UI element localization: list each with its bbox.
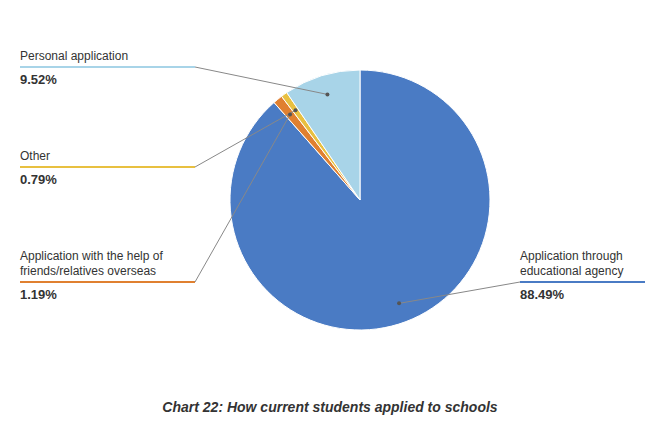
- data-label: 0.79%: [20, 172, 57, 187]
- connector-dot: [288, 112, 292, 116]
- pie-slice: [230, 70, 490, 330]
- label-underline: [20, 281, 195, 283]
- slice-label: Other: [20, 149, 50, 163]
- slice-label: Personal application: [20, 49, 128, 63]
- chart-title: Chart 22: How current students applied t…: [162, 399, 497, 415]
- chart: Personal application 9.52% Other 0.79% Appli…: [0, 0, 660, 430]
- label-underline: [20, 166, 195, 168]
- connector-dot: [397, 301, 401, 305]
- label-underline: [20, 66, 195, 68]
- chart-container: Personal application 9.52% Other 0.79% Appli…: [0, 0, 660, 430]
- data-label: 88.49%: [520, 287, 565, 302]
- connector-dot: [325, 92, 329, 96]
- labels: Personal application 9.52% Other 0.79% Appli…: [20, 49, 645, 305]
- connector-line: [195, 110, 296, 167]
- slice-label: Application througheducational agency: [520, 249, 623, 278]
- connector-line: [195, 114, 290, 282]
- connector-dot: [294, 108, 298, 112]
- slice-label: Application with the help offriends/rela…: [20, 249, 163, 278]
- pie-slice: [287, 70, 360, 200]
- data-label: 1.19%: [20, 287, 57, 302]
- connector-line: [399, 282, 520, 303]
- label-underline: [520, 281, 645, 283]
- slices: [230, 70, 490, 330]
- data-label: 9.52%: [20, 72, 57, 87]
- connector-line: [195, 67, 327, 94]
